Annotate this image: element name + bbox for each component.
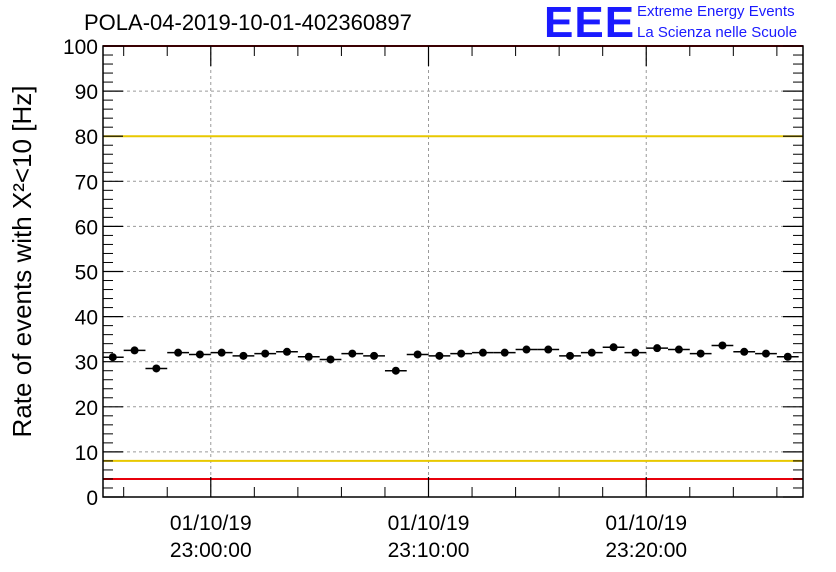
axis-ticks — [103, 45, 803, 498]
y-tick-label: 0 — [86, 487, 98, 510]
y-tick-label: 70 — [75, 171, 98, 194]
grid-layer — [103, 46, 803, 497]
tick-labels: 0 10 20 30 40 50 60 70 80 90 100 01/10/19 23:00:00 01… — [63, 36, 687, 562]
data-point — [478, 348, 487, 357]
data-point — [391, 366, 400, 375]
data-point — [718, 341, 727, 350]
logo-text-line-1: Extreme Energy Events — [637, 3, 795, 20]
data-point — [631, 348, 640, 357]
x-tick-label-time: 23:20:00 — [605, 539, 687, 562]
data-point — [783, 352, 792, 361]
data-point — [413, 350, 422, 359]
data-point — [195, 350, 204, 359]
x-tick-label-time: 23:00:00 — [170, 539, 252, 562]
data-point — [348, 349, 357, 358]
y-tick-label: 50 — [75, 262, 98, 285]
data-point — [217, 348, 226, 357]
data-point — [326, 355, 335, 364]
data-point — [674, 345, 683, 354]
data-point — [174, 348, 183, 357]
y-tick-label: 60 — [75, 216, 98, 239]
data-point — [500, 348, 509, 357]
data-point — [435, 351, 444, 360]
data-point — [239, 351, 248, 360]
y-tick-label: 80 — [75, 126, 98, 149]
chart-title: POLA-04-2019-10-01-402360897 — [84, 10, 412, 35]
reference-lines — [103, 45, 803, 480]
y-tick-label: 20 — [75, 397, 98, 420]
data-point — [152, 364, 161, 373]
data-points — [103, 341, 799, 375]
data-point — [609, 343, 618, 352]
logo-text-line-2: La Scienza nelle Scuole — [637, 24, 798, 41]
data-point — [130, 346, 139, 355]
data-point — [261, 349, 270, 358]
x-tick-label-time: 23:10:00 — [388, 539, 470, 562]
data-point — [587, 348, 596, 357]
data-point — [696, 349, 705, 358]
data-point — [304, 352, 313, 361]
data-point — [108, 353, 117, 362]
eee-logo-mark: EEE — [544, 0, 636, 47]
data-point — [457, 349, 466, 358]
data-point — [370, 351, 379, 360]
y-tick-label: 30 — [75, 352, 98, 375]
y-axis-label: Rate of events with X²<10 [Hz] — [7, 86, 37, 438]
data-point — [282, 347, 291, 356]
data-point — [544, 345, 553, 354]
data-point — [653, 344, 662, 353]
x-tick-label-date: 01/10/19 — [605, 512, 687, 535]
x-tick-label-date: 01/10/19 — [388, 512, 470, 535]
y-tick-label: 10 — [75, 442, 98, 465]
data-point — [761, 349, 770, 358]
x-tick-label-date: 01/10/19 — [170, 512, 252, 535]
data-point — [740, 347, 749, 356]
y-tick-label: 90 — [75, 81, 98, 104]
y-tick-label: 100 — [63, 36, 98, 59]
data-point — [522, 345, 531, 354]
y-tick-label: 40 — [75, 307, 98, 330]
data-point — [566, 351, 575, 360]
